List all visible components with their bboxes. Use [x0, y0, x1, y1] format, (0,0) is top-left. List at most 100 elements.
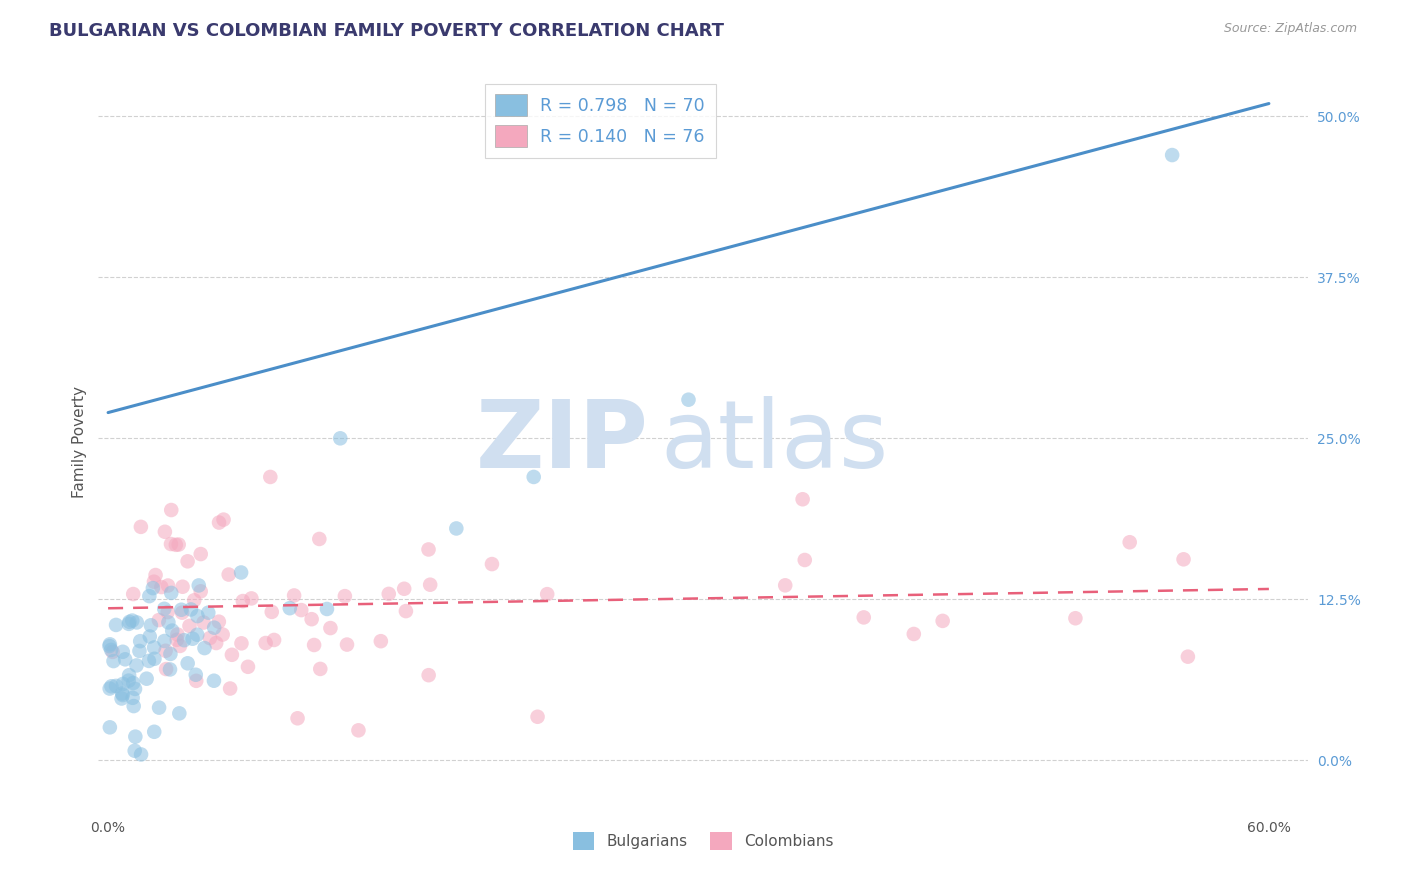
Point [302, 638, 325, 652]
Point [124, 744, 146, 758]
Point [333, 589, 356, 603]
Point [231, 636, 253, 650]
Point [536, 587, 558, 601]
Point [301, 612, 323, 626]
Point [138, 589, 160, 603]
Point [169, 639, 191, 653]
Point [98, 637, 121, 651]
Point [103, 654, 125, 668]
Point [290, 603, 312, 617]
Point [309, 662, 332, 676]
Text: Source: ZipAtlas.com: Source: ZipAtlas.com [1223, 22, 1357, 36]
Point [392, 582, 415, 596]
Point [418, 542, 440, 557]
Point [205, 636, 228, 650]
Point [156, 578, 179, 592]
Point [186, 609, 208, 624]
Point [160, 624, 183, 638]
Point [378, 587, 401, 601]
Point [142, 581, 165, 595]
Point [128, 644, 150, 658]
Point [179, 619, 201, 633]
Point [190, 584, 212, 599]
Point [143, 640, 166, 655]
Point [240, 591, 263, 606]
Point [166, 632, 188, 647]
Point [176, 554, 198, 568]
Point [481, 557, 503, 571]
Point [190, 547, 212, 561]
Point [139, 630, 162, 644]
Point [329, 431, 352, 445]
Point [118, 615, 141, 629]
Point [118, 673, 141, 688]
Point [523, 470, 546, 484]
Point [208, 615, 231, 629]
Point [1173, 552, 1195, 566]
Point [124, 681, 146, 696]
Point [153, 524, 176, 539]
Point [157, 615, 180, 630]
Point [110, 691, 132, 706]
Point [308, 532, 330, 546]
Point [678, 392, 700, 407]
Point [418, 668, 440, 682]
Point [165, 538, 187, 552]
Point [526, 710, 548, 724]
Point [122, 699, 145, 714]
Point [153, 634, 176, 648]
Point [316, 602, 339, 616]
Point [852, 610, 875, 624]
Point [111, 677, 134, 691]
Point [193, 615, 215, 630]
Point [229, 566, 252, 580]
Point [173, 633, 195, 648]
Point [221, 648, 243, 662]
Point [118, 616, 141, 631]
Point [111, 645, 134, 659]
Point [336, 638, 359, 652]
Point [446, 521, 468, 535]
Point [187, 578, 209, 592]
Y-axis label: Family Poverty: Family Poverty [72, 385, 87, 498]
Point [129, 634, 152, 648]
Point [283, 589, 305, 603]
Text: atlas: atlas [661, 395, 889, 488]
Point [184, 667, 207, 681]
Point [129, 747, 152, 762]
Point [347, 723, 370, 738]
Point [180, 602, 202, 616]
Point [122, 587, 145, 601]
Point [122, 676, 145, 690]
Point [202, 673, 225, 688]
Point [186, 673, 208, 688]
Point [419, 578, 441, 592]
Point [160, 537, 183, 551]
Point [138, 654, 160, 668]
Point [135, 672, 157, 686]
Point [148, 613, 170, 627]
Point [156, 605, 179, 619]
Point [98, 720, 121, 734]
Point [202, 621, 225, 635]
Point [263, 632, 285, 647]
Point [183, 593, 205, 607]
Point [114, 652, 136, 666]
Point [193, 641, 215, 656]
Point [155, 662, 177, 676]
Point [208, 516, 231, 530]
Point [150, 580, 173, 594]
Point [219, 681, 242, 696]
Point [172, 606, 194, 620]
Point [198, 631, 221, 645]
Point [370, 634, 392, 648]
Point [167, 537, 190, 551]
Point [98, 681, 121, 696]
Point [259, 470, 281, 484]
Point [159, 647, 181, 661]
Point [172, 580, 194, 594]
Legend: Bulgarians, Colombians: Bulgarians, Colombians [567, 826, 839, 856]
Point [319, 621, 342, 635]
Point [143, 724, 166, 739]
Point [278, 601, 301, 615]
